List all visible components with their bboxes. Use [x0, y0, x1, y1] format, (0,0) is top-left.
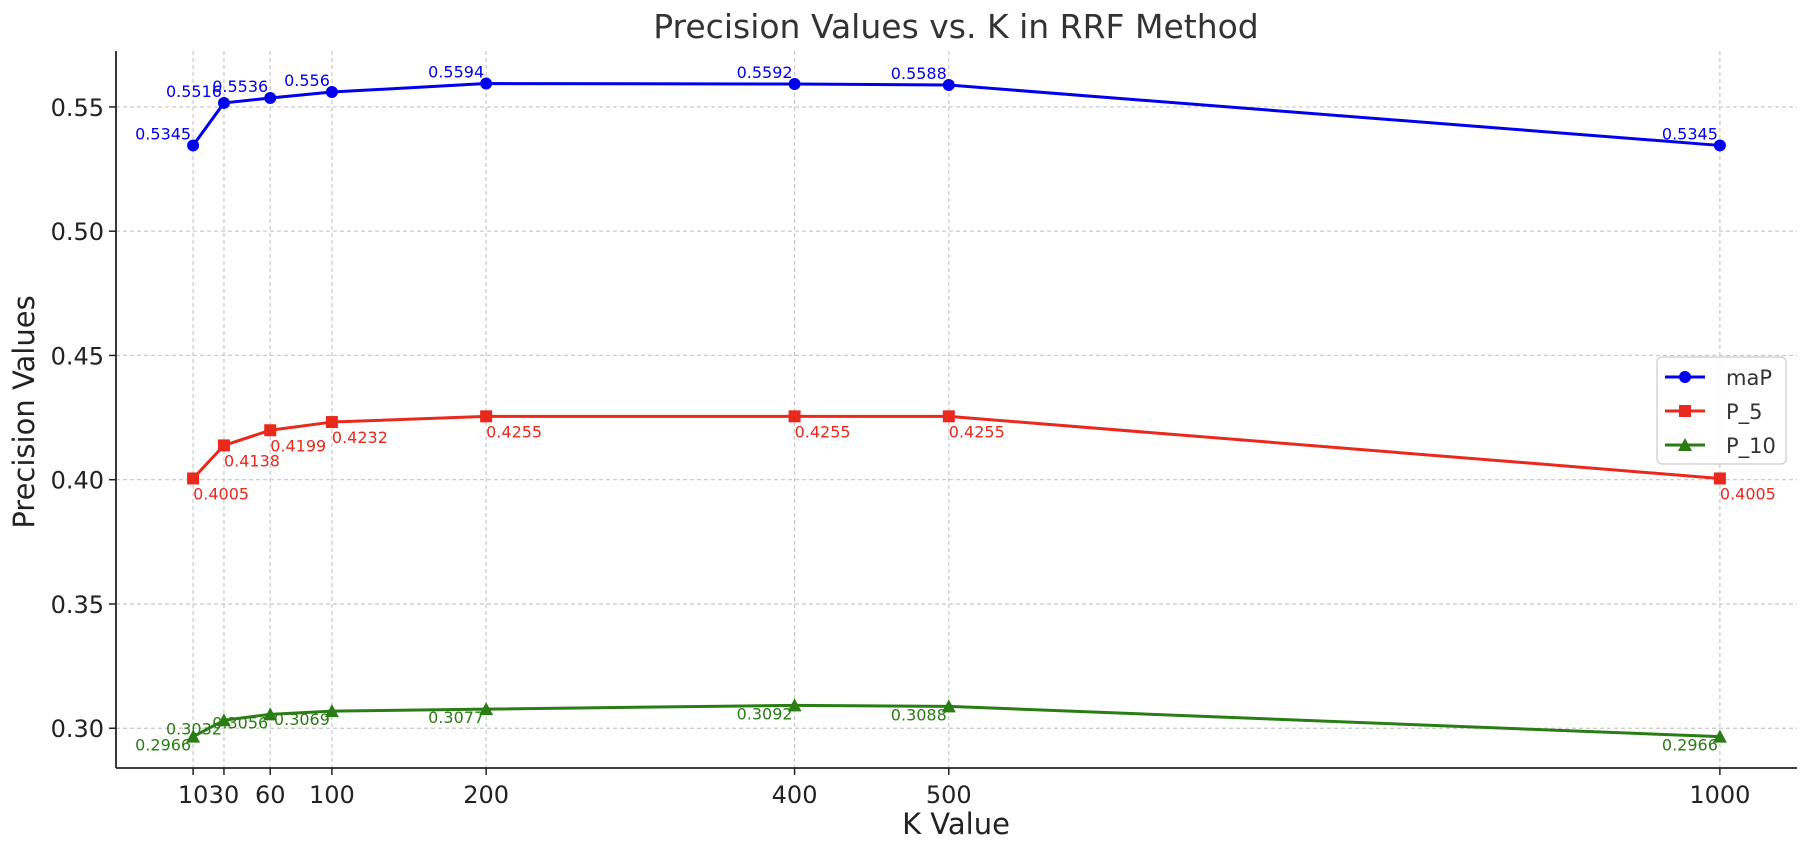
data-point-marker — [324, 704, 339, 718]
y-axis-label: Precision Values — [7, 295, 41, 528]
x-tick-label: 30 — [209, 781, 240, 809]
data-point-marker — [264, 91, 277, 104]
data-point-marker — [788, 78, 801, 91]
x-tick-label: 200 — [463, 781, 509, 809]
data-label: 0.2966 — [1662, 736, 1718, 755]
data-label: 0.3032 — [166, 719, 222, 738]
data-label: 0.5592 — [737, 63, 793, 82]
data-point-marker — [942, 79, 955, 92]
legend-marker — [1679, 405, 1691, 417]
data-point-marker — [325, 86, 338, 99]
legend-entry-p-10: P_10 — [1665, 434, 1776, 459]
series-line — [191, 82, 1721, 147]
data-label: 0.5536 — [212, 77, 268, 96]
data-label: 0.5594 — [428, 63, 484, 82]
data-point-marker — [1713, 139, 1726, 152]
y-tick-label: 0.50 — [51, 218, 104, 246]
data-label: 0.556 — [284, 71, 330, 90]
chart-title: Precision Values vs. K in RRF Method — [653, 7, 1259, 46]
grid-lines — [116, 51, 1797, 768]
data-label: 0.4255 — [795, 422, 851, 441]
x-tick-label: 100 — [309, 781, 355, 809]
x-tick-label: 60 — [255, 781, 286, 809]
data-label: 0.3069 — [274, 710, 330, 729]
series-line — [192, 414, 1721, 480]
data-point-marker — [480, 410, 493, 423]
data-point-marker — [788, 410, 801, 423]
series-line — [192, 703, 1720, 739]
data-label: 0.2966 — [135, 736, 191, 755]
series-layer — [186, 77, 1727, 743]
data-point-marker — [1713, 472, 1726, 485]
legend-box — [1656, 356, 1787, 465]
legend-label: P_10 — [1726, 434, 1776, 459]
data-point-marker — [480, 77, 493, 90]
data-point-marker — [325, 416, 338, 429]
x-tick-label: 1000 — [1689, 781, 1750, 809]
y-tick-label: 0.35 — [51, 591, 104, 619]
data-point-marker — [187, 472, 200, 485]
y-axis-ticks: 0.30 0.35 0.40 0.45 0.50 0.55 — [51, 94, 116, 743]
series-map — [187, 77, 1726, 152]
legend-entry-map: maP — [1665, 366, 1772, 390]
data-point-marker — [787, 698, 802, 712]
data-point-marker — [216, 713, 231, 727]
legend-entry-p-5: P_5 — [1665, 400, 1763, 425]
data-point-marker — [217, 439, 230, 452]
data-label: 0.3092 — [737, 704, 793, 723]
data-label: 0.3056 — [212, 713, 268, 732]
data-label: 0.4005 — [193, 484, 249, 503]
legend-marker — [1679, 371, 1691, 383]
axes — [115, 51, 1797, 769]
y-tick-label: 0.40 — [51, 467, 104, 495]
data-label: 0.5345 — [135, 124, 191, 143]
data-label: 0.4255 — [486, 422, 542, 441]
data-label: 0.5588 — [891, 64, 947, 83]
y-tick-label: 0.30 — [51, 715, 104, 743]
data-label: 0.3088 — [891, 705, 947, 724]
data-label: 0.3077 — [428, 708, 484, 727]
series-p-10 — [186, 698, 1727, 743]
data-label: 0.4255 — [949, 422, 1005, 441]
data-label: 0.4232 — [332, 428, 388, 447]
data-point-marker — [264, 424, 277, 437]
data-point-marker — [941, 699, 956, 713]
y-tick-label: 0.45 — [51, 342, 104, 370]
legend-label: P_5 — [1726, 400, 1763, 425]
data-label: 0.4005 — [1720, 484, 1776, 503]
data-point-marker — [479, 702, 494, 716]
data-label: 0.5516 — [166, 82, 222, 101]
x-tick-label: 10 — [178, 781, 209, 809]
legend-label: maP — [1726, 366, 1772, 390]
data-point-marker — [942, 410, 955, 423]
data-label: 0.4199 — [270, 436, 326, 455]
legend-marker — [1678, 438, 1692, 451]
data-point-marker — [217, 96, 230, 109]
legend: maP P_5 P_10 — [1656, 356, 1787, 465]
data-label: 0.5345 — [1662, 124, 1718, 143]
x-axis-ticks: 10 30 60 100 200 400 500 1000 — [178, 768, 1750, 809]
series-p-5 — [187, 410, 1726, 485]
data-point-marker — [187, 139, 200, 152]
data-point-marker — [1712, 729, 1727, 743]
data-point-marker — [186, 729, 201, 743]
x-tick-label: 500 — [926, 781, 972, 809]
x-axis-label: K Value — [902, 807, 1010, 841]
x-tick-label: 400 — [772, 781, 818, 809]
data-label: 0.4138 — [224, 451, 280, 470]
y-tick-label: 0.55 — [51, 94, 104, 122]
data-point-marker — [263, 707, 278, 721]
